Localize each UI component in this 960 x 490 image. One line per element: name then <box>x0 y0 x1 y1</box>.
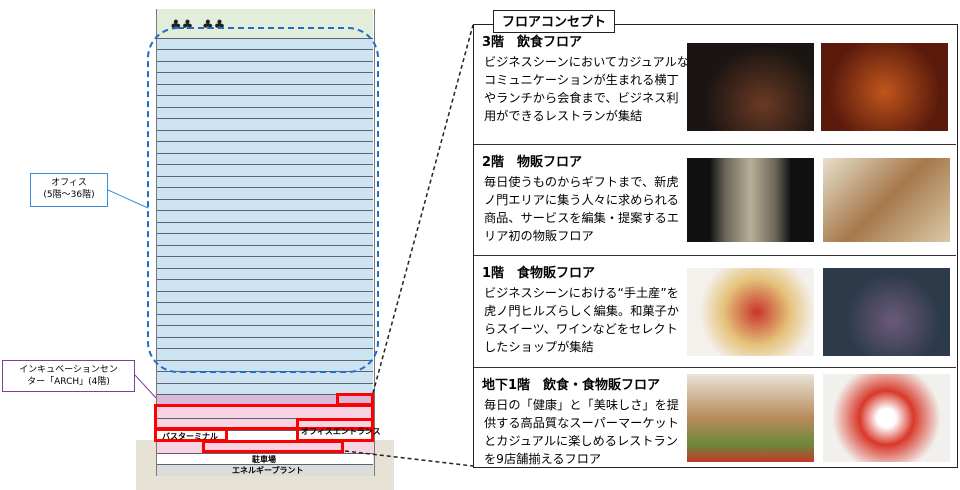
incubation-callout: インキュベーションセン ター「ARCH」(4階) <box>2 360 135 392</box>
section-text: 毎日の「健康」と「美味しさ」を提供する高品質なスーパーマーケットとカジュアルに楽… <box>484 398 679 466</box>
office-floor <box>157 84 373 96</box>
tomato-salad-photo <box>823 374 950 462</box>
office-floor <box>157 256 373 268</box>
building-outline <box>156 9 375 476</box>
section-heading: 1階 食物販フロア <box>482 266 596 281</box>
section-heading: 2階 物販フロア <box>482 155 583 170</box>
rooftop-garden <box>157 9 373 38</box>
office-floor <box>157 291 373 303</box>
zoom-line-bottom <box>344 450 474 467</box>
energy-plant-label: エネルギープラント <box>232 466 304 475</box>
incubation-floor <box>157 394 373 406</box>
incubation-callout-line <box>134 374 157 399</box>
roll-cake-photo <box>823 268 950 356</box>
office-floor <box>157 348 373 360</box>
office-floor <box>157 61 373 73</box>
office-floor <box>157 153 373 165</box>
office-floors-label: (5階～36階) <box>43 190 95 200</box>
panel-title: フロアコンセプト <box>493 10 615 33</box>
office-floor <box>157 187 373 199</box>
office-floor <box>157 130 373 142</box>
office-entrance-label: オフィスエントランス <box>301 427 381 436</box>
office-floor <box>157 268 373 280</box>
office-floor <box>157 118 373 130</box>
section-1f: 1階 食物販フロア ビジネスシーンにおける“手土産”を虎ノ門ヒルズらしく編集。和… <box>474 256 956 368</box>
office-floor <box>157 222 373 234</box>
bus-terminal-label: バスターミナル <box>162 432 218 441</box>
tree-icon: ♣♣ <box>170 18 194 33</box>
office-floor <box>157 164 373 176</box>
parking-label: 駐車場 <box>252 455 276 464</box>
office-floor <box>157 302 373 314</box>
office-floor <box>157 279 373 291</box>
incubation-label-2: ター「ARCH」(4階) <box>27 377 110 387</box>
unagi-photo <box>821 43 948 131</box>
office-floor <box>157 199 373 211</box>
office-floor <box>157 314 373 326</box>
office-floor <box>157 107 373 119</box>
office-floor <box>157 49 373 61</box>
office-dashed-outline <box>147 27 379 373</box>
office-floor <box>157 38 373 50</box>
zoom-line-top <box>372 24 474 394</box>
office-floor <box>157 176 373 188</box>
highlight-bus-terminal <box>154 428 228 442</box>
bookstore-photo <box>823 158 950 242</box>
tree-icon: ♣♣ <box>202 18 226 33</box>
bus-terminal-floor <box>157 430 373 441</box>
office-floor <box>157 245 373 257</box>
section-2f: 2階 物販フロア 毎日使うものからギフトまで、新虎ノ門エリアに集う人々に求められ… <box>474 145 956 256</box>
office-floor <box>157 383 373 395</box>
floor-concept-panel: 3階 飲食フロア ビジネスシーンにおいてカジュアルなコミュニケーションが生まれる… <box>473 24 958 468</box>
office-floor <box>157 325 373 337</box>
parking-floor <box>157 453 373 464</box>
office-callout: オフィス (5階～36階) <box>30 173 108 207</box>
section-text: ビジネスシーンにおける“手土産”を虎ノ門ヒルズらしく編集。和菓子からスイーツ、ワ… <box>484 286 679 354</box>
office-floor <box>157 72 373 84</box>
office-label: オフィス <box>51 178 87 188</box>
section-heading: 3階 飲食フロア <box>482 35 583 50</box>
energy-plant-floor <box>157 464 373 476</box>
office-floor <box>157 210 373 222</box>
incubation-label-1: インキュベーションセン <box>19 365 118 375</box>
section-b1: 地下1階 飲食・食物販フロア 毎日の「健康」と「美味しさ」を提供する高品質なスー… <box>474 368 956 467</box>
office-floor <box>157 95 373 107</box>
highlight-b1 <box>202 440 344 453</box>
section-text: ビジネスシーンにおいてカジュアルなコミュニケーションが生まれる横丁やランチから会… <box>484 55 689 123</box>
office-floor <box>157 360 373 372</box>
section-3f: 3階 飲食フロア ビジネスシーンにおいてカジュアルなコミュニケーションが生まれる… <box>474 25 956 145</box>
sweets-photo <box>687 268 814 356</box>
store-entrance-photo <box>687 158 814 242</box>
highlight-2f-1f <box>154 404 374 430</box>
office-floor <box>157 337 373 349</box>
teppanyaki-photo <box>687 43 814 131</box>
office-floor <box>157 141 373 153</box>
section-heading: 地下1階 飲食・食物販フロア <box>482 378 661 393</box>
office-floor <box>157 233 373 245</box>
office-callout-line <box>107 189 149 209</box>
supermarket-photo <box>687 374 814 462</box>
section-text: 毎日使うものからギフトまで、新虎ノ門エリアに集う人々に求められる商品、サービスを… <box>484 175 679 243</box>
